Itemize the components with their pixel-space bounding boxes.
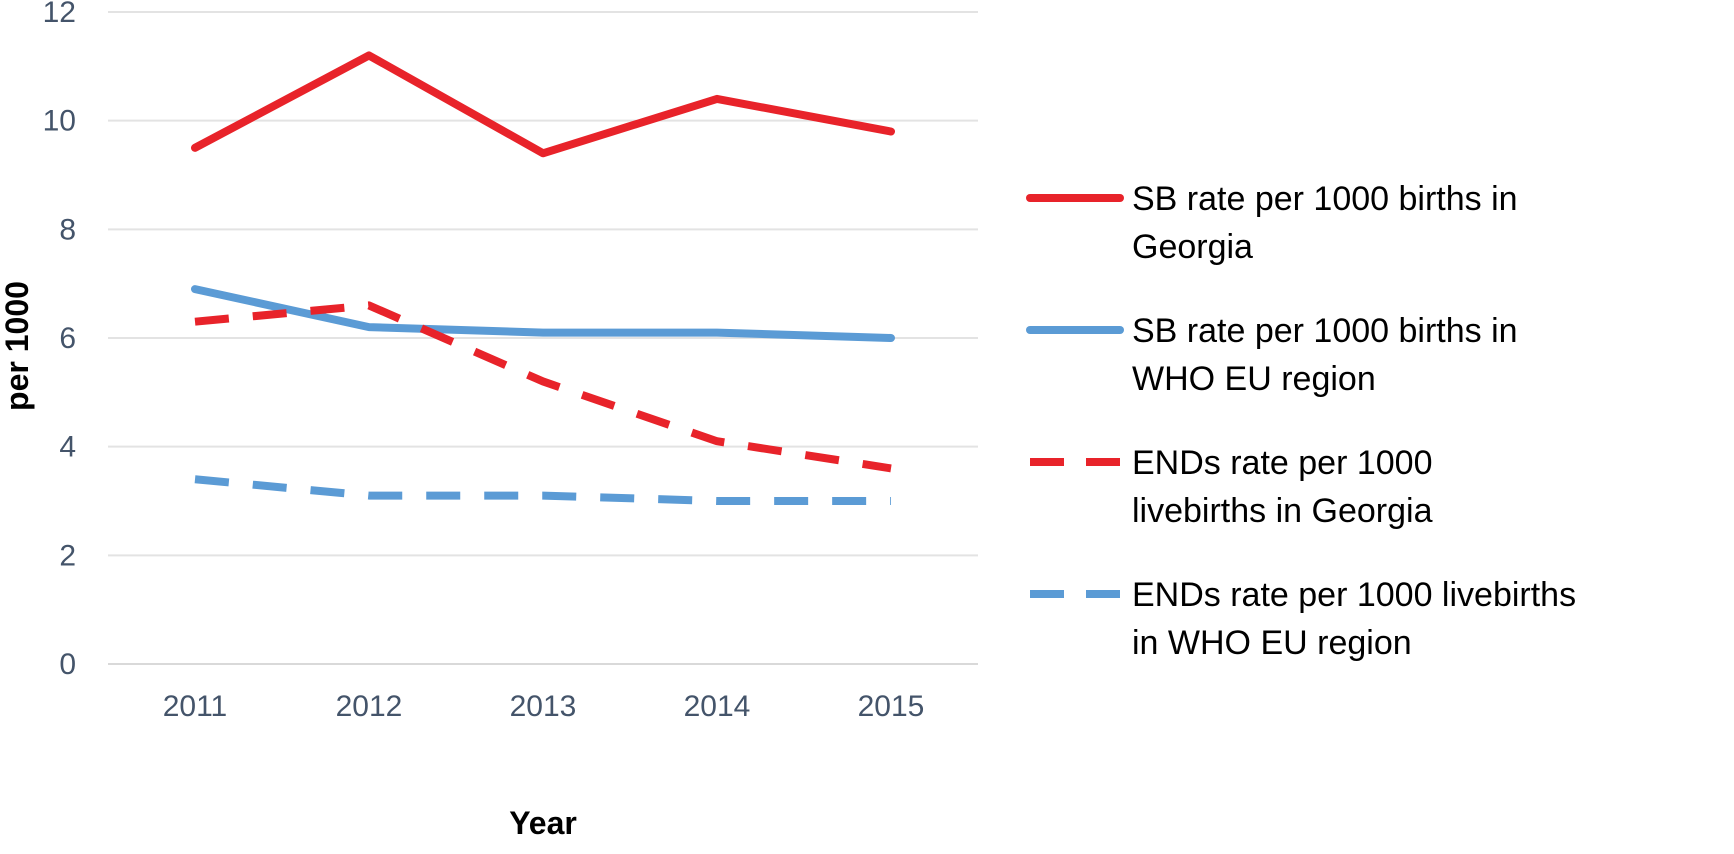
x-tick-label: 2011 [163, 690, 228, 723]
series-line-4 [194, 475, 891, 505]
x-tick-label: 2015 [858, 690, 925, 723]
y-tick-label: 8 [59, 213, 76, 246]
legend: SB rate per 1000 births in Georgia SB rate… [1026, 180, 1576, 662]
legend-label: in WHO EU region [1132, 624, 1412, 662]
legend-label: SB rate per 1000 births in [1132, 180, 1518, 218]
x-axis-ticks: 2011 2012 2013 2014 2015 [163, 690, 925, 723]
legend-label: SB rate per 1000 births in [1132, 312, 1518, 350]
x-tick-label: 2014 [684, 690, 751, 723]
legend-label: Georgia [1132, 228, 1253, 266]
legend-label: ENDs rate per 1000 livebirths [1132, 576, 1576, 614]
y-tick-label: 10 [43, 105, 76, 138]
series-line-1 [191, 51, 895, 158]
legend-label: ENDs rate per 1000 [1132, 444, 1433, 482]
legend-label: livebirths in Georgia [1132, 492, 1433, 530]
series-line-3 [194, 301, 892, 473]
series-line-2 [191, 285, 895, 342]
y-tick-label: 0 [59, 648, 76, 681]
x-axis-title: Year [509, 805, 577, 841]
y-axis-title: per 1000 [0, 281, 35, 411]
x-tick-label: 2012 [336, 690, 403, 723]
y-tick-label: 4 [59, 431, 76, 464]
x-tick-label: 2013 [510, 690, 577, 723]
legend-label: WHO EU region [1132, 360, 1376, 398]
y-tick-label: 6 [59, 322, 76, 355]
y-axis-ticks: 0 2 4 6 8 10 12 [43, 0, 76, 681]
y-tick-label: 2 [59, 539, 76, 572]
y-tick-label: 12 [43, 0, 76, 29]
series-lines [191, 51, 895, 505]
